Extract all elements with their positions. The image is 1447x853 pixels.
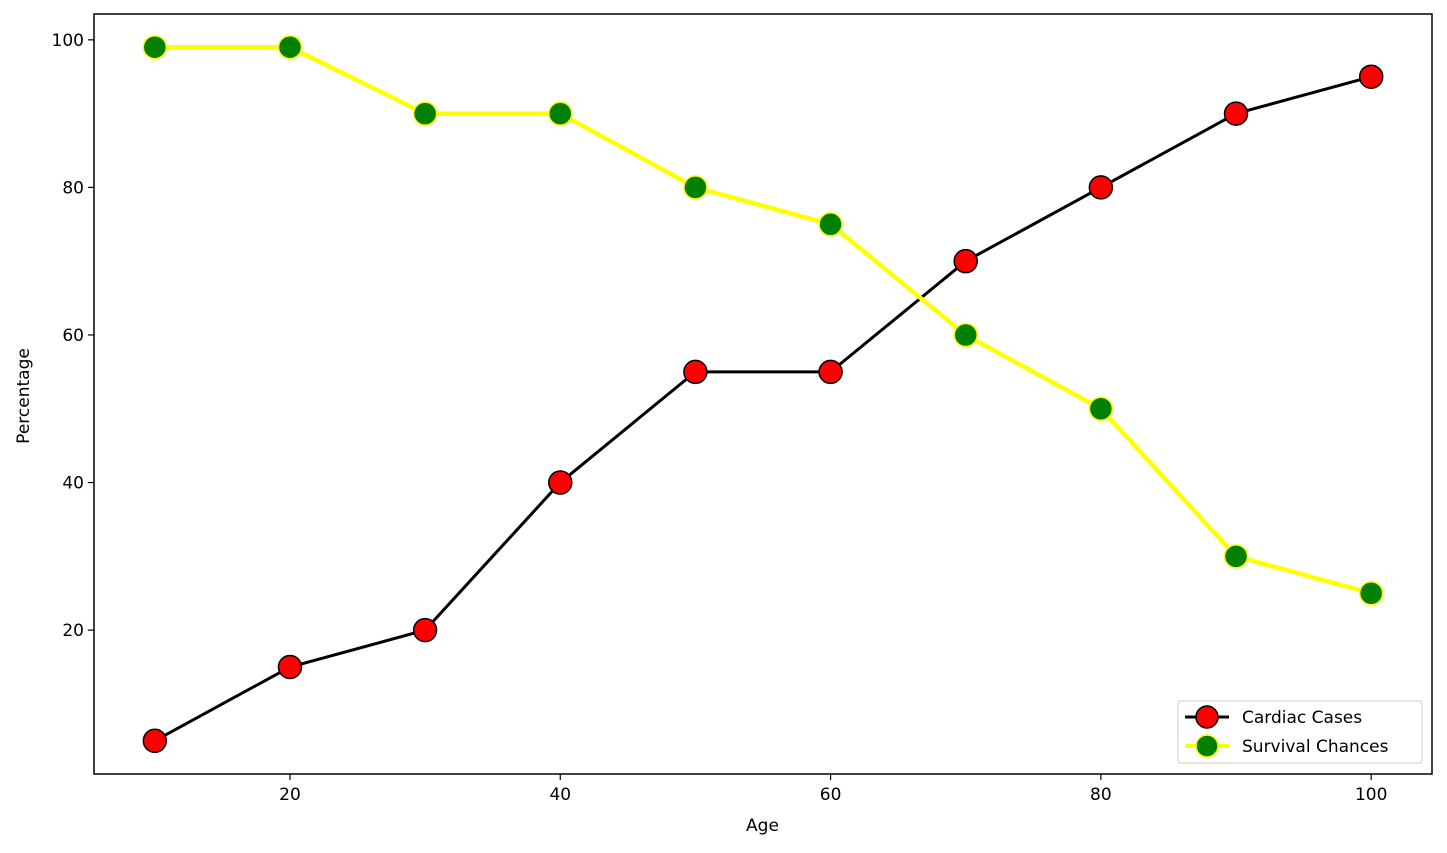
- data-point-survival-chances: [548, 101, 573, 126]
- axes-frame: [93, 13, 1433, 775]
- data-point-cardiac-cases: [953, 248, 978, 274]
- data-point-survival-chances: [683, 175, 708, 200]
- data-point-cardiac-cases: [412, 617, 438, 643]
- data-point-survival-chances: [142, 34, 168, 60]
- y-tick-label: 40: [62, 474, 84, 494]
- legend-entry-cardiac-cases: Cardiac Cases: [1185, 705, 1362, 729]
- y-axis-label: Percentage: [14, 348, 34, 444]
- data-point-cardiac-cases: [1358, 64, 1384, 89]
- legend-label-survival-chances: Survival Chances: [1242, 737, 1389, 757]
- y-tick-label: 80: [62, 178, 84, 198]
- legend-marker-cardiac-cases: [1195, 705, 1219, 729]
- x-tick-label: 20: [279, 785, 301, 805]
- data-point-survival-chances: [1088, 396, 1114, 422]
- series-line-survival-chances: [154, 44, 1372, 596]
- data-point-survival-chances: [953, 322, 978, 348]
- data-point-survival-chances: [277, 34, 303, 60]
- legend-label-cardiac-cases: Cardiac Cases: [1242, 708, 1362, 728]
- data-point-survival-chances: [412, 101, 438, 126]
- x-tick-label: 100: [1355, 785, 1387, 805]
- series-line-cardiac-cases: [154, 75, 1372, 743]
- legend-entry-survival-chances: Survival Chances: [1185, 734, 1389, 758]
- legend-marker-survival-chances: [1195, 734, 1219, 758]
- data-point-cardiac-cases: [142, 728, 168, 754]
- plot-area-border: [93, 13, 1433, 775]
- data-point-cardiac-cases: [683, 359, 708, 385]
- data-point-cardiac-cases: [818, 359, 843, 385]
- y-tick-label: 60: [62, 326, 84, 346]
- y-axis-ticks: 20 40 60 80 100: [52, 31, 94, 641]
- legend: Cardiac Cases Survival Chances: [1177, 700, 1423, 764]
- legend-box: [1177, 700, 1423, 764]
- series-survival-chances: [142, 34, 1384, 606]
- data-point-survival-chances: [818, 212, 843, 237]
- data-point-survival-chances: [1358, 580, 1384, 606]
- x-tick-label: 40: [549, 785, 571, 805]
- series-cardiac-cases: [142, 64, 1384, 754]
- data-point-cardiac-cases: [1088, 175, 1114, 200]
- x-axis-ticks: 20 40 60 80 100: [279, 774, 1387, 805]
- data-point-cardiac-cases: [277, 654, 303, 680]
- y-tick-label: 20: [62, 621, 84, 641]
- y-tick-label: 100: [52, 31, 84, 51]
- data-point-cardiac-cases: [1223, 101, 1249, 126]
- x-tick-label: 60: [820, 785, 842, 805]
- series-layer: [142, 34, 1384, 754]
- x-axis-label: Age: [746, 816, 779, 836]
- data-point-cardiac-cases: [548, 470, 573, 495]
- data-point-survival-chances: [1223, 544, 1249, 569]
- x-tick-label: 80: [1090, 785, 1112, 805]
